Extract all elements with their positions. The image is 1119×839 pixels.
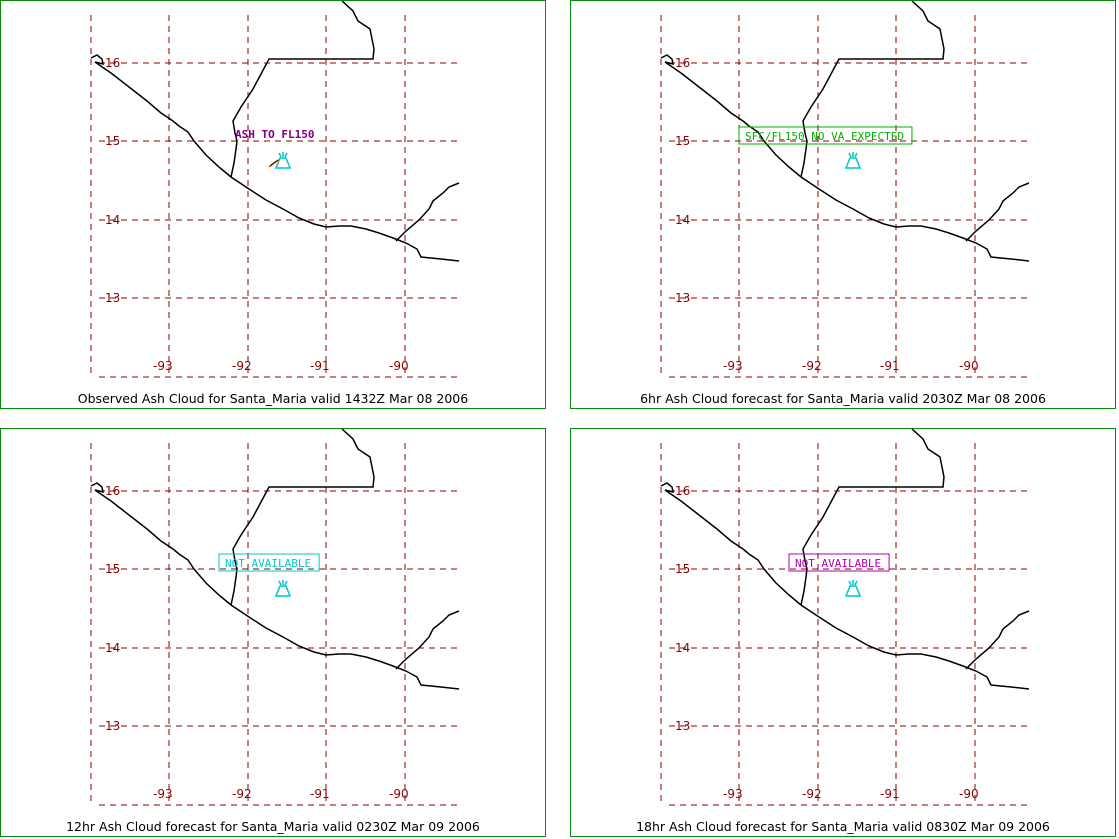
coastline [660,54,1030,262]
latitude-label: 14 [675,213,690,227]
volcano-icon [274,152,292,169]
annotation-box [738,126,913,145]
annotation-box [788,553,890,572]
panel-caption: Observed Ash Cloud for Santa_Maria valid… [77,391,469,406]
longitude-label: -93 [723,787,743,801]
volcano-cone [844,585,862,597]
volcano-plume [278,580,288,586]
longitude-label: -92 [232,359,252,373]
country-border [395,182,460,242]
longitude-label: -93 [723,359,743,373]
volcano-cone [844,157,862,169]
volcano-plume [848,580,858,586]
volcano-cone [274,585,292,597]
longitude-label: -93 [153,787,173,801]
country-border [965,182,1030,242]
longitude-label: -90 [959,787,979,801]
ash-annotation: SFC/FL150 NO VA EXPECTED [738,126,913,145]
annotation-text: ASH TO FL150 [235,128,314,141]
longitude-label: -93 [153,359,173,373]
map-panel-18hr-forecast: 16 15 14 13 -93 -92 -91 -90 NOT AVAILABLE 18hr A… [570,428,1116,837]
map-canvas: 16 15 14 13 -93 -92 -91 -90 ASH TO FL150 [90,1,461,378]
map-panel-6hr-forecast: 16 15 14 13 -93 -92 -91 -90 SFC/FL150 NO VA EXPE… [570,0,1116,409]
longitude-label: -92 [232,787,252,801]
longitude-label: -91 [880,359,900,373]
ash-annotation: NOT AVAILABLE [788,553,890,572]
latitude-label: 14 [675,641,690,655]
latitude-label: 13 [105,291,120,305]
volcano-icon [844,580,862,597]
longitude-label: -91 [880,787,900,801]
ash-cloud-streak [269,159,279,167]
volcano-plume [848,152,858,158]
longitude-label: -90 [389,787,409,801]
volcano-plume [278,152,288,158]
map-panel-observed: 16 15 14 13 -93 -92 -91 -90 ASH TO FL150 Observe… [0,0,546,409]
latitude-label: 13 [675,291,690,305]
longitude-label: -90 [389,359,409,373]
annotation-text: NOT AVAILABLE [225,557,311,570]
country-border [800,429,945,606]
longitude-label: -91 [310,787,330,801]
longitude-label: -91 [310,359,330,373]
panel-caption: 18hr Ash Cloud forecast for Santa_Maria … [636,819,1050,834]
latitude-label: 15 [105,134,120,148]
longitude-label: -90 [959,359,979,373]
ash-annotation: NOT AVAILABLE [218,553,320,572]
volcano-icon [844,152,862,169]
annotation-box [218,553,320,572]
panel-caption: 12hr Ash Cloud forecast for Santa_Maria … [66,819,480,834]
latitude-label: 14 [105,641,120,655]
volcano-cone [274,157,292,169]
latitude-label: 13 [675,719,690,733]
panel-caption: 6hr Ash Cloud forecast for Santa_Maria v… [640,391,1046,406]
country-border [965,610,1030,670]
map-canvas: 16 15 14 13 -93 -92 -91 -90 NOT AVAILABLE [660,429,1031,806]
annotation-text: SFC/FL150 NO VA EXPECTED [745,130,904,143]
map-canvas: 16 15 14 13 -93 -92 -91 -90 NOT AVAILABLE [90,429,461,806]
longitude-label: -92 [802,787,822,801]
latitude-label: 16 [675,56,690,70]
map-panel-12hr-forecast: 16 15 14 13 -93 -92 -91 -90 NOT AVAILABLE 12hr A… [0,428,546,837]
country-border [230,1,375,178]
country-border [230,429,375,606]
ash-annotation: ASH TO FL150 [235,128,314,141]
latitude-label: 13 [105,719,120,733]
latitude-label: 15 [675,562,690,576]
latitude-label: 16 [105,56,120,70]
coastline [90,54,460,262]
coastline [660,482,1030,690]
country-border [395,610,460,670]
annotation-text: NOT AVAILABLE [795,557,881,570]
lat-lon-grid [660,15,1031,378]
latitude-label: 16 [675,484,690,498]
latitude-label: 15 [105,562,120,576]
coastline [90,482,460,690]
latitude-label: 14 [105,213,120,227]
latitude-label: 15 [675,134,690,148]
lat-lon-grid [90,443,461,806]
lat-lon-grid [660,443,1031,806]
longitude-label: -92 [802,359,822,373]
lat-lon-grid [90,15,461,378]
map-canvas: 16 15 14 13 -93 -92 -91 -90 SFC/FL150 NO VA EXPE… [660,1,1031,378]
country-border [800,1,945,178]
latitude-label: 16 [105,484,120,498]
volcano-icon [274,580,292,597]
